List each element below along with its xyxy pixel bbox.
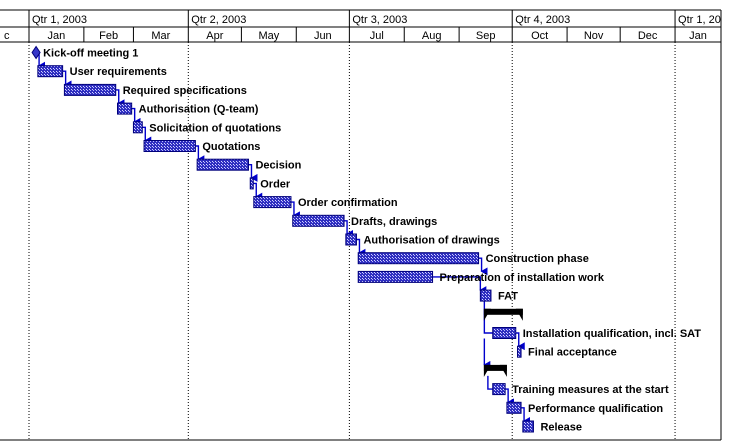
month-label: Feb xyxy=(99,30,118,42)
task-bar xyxy=(357,252,480,265)
dependency-link xyxy=(505,388,515,407)
month-label: Nov xyxy=(584,30,604,42)
task-bar xyxy=(143,140,196,152)
summary-cap-left xyxy=(483,308,491,321)
dependency-link xyxy=(521,407,531,425)
dependency-link xyxy=(195,145,205,164)
month-label: Aug xyxy=(422,30,442,42)
task-bar xyxy=(249,177,254,190)
quarter-label: Qtr 3, 2003 xyxy=(352,14,407,26)
month-label: Jul xyxy=(370,30,384,42)
task-bar xyxy=(357,270,434,283)
task-bar xyxy=(479,289,492,302)
summary-bar xyxy=(483,308,523,315)
quarter-label: Qtr 1, 20 xyxy=(678,14,721,26)
dependency-link xyxy=(344,220,354,238)
task-bar xyxy=(292,214,345,227)
month-label: c xyxy=(4,30,10,42)
task-bar xyxy=(196,158,249,171)
dependency-link xyxy=(487,375,493,390)
task-label: Construction phase xyxy=(486,253,589,265)
month-label: Jan xyxy=(689,30,707,42)
summary-cap-left xyxy=(483,364,491,377)
task-bar xyxy=(37,65,64,78)
dependency-link xyxy=(115,89,125,108)
task-label: Order confirmation xyxy=(298,197,398,209)
month-label: Sep xyxy=(476,30,496,42)
milestone-marker xyxy=(31,45,41,60)
summary-cap-right xyxy=(515,308,523,321)
dependency-link xyxy=(131,107,141,126)
task-label: Authorisation (Q-team) xyxy=(139,104,259,116)
task-label: Solicitation of quotations xyxy=(149,122,281,134)
task-bar xyxy=(63,83,117,96)
task-label: FAT xyxy=(498,291,518,303)
task-label: Release xyxy=(540,422,582,434)
task-label: Authorisation of drawings xyxy=(363,235,499,247)
dependency-link xyxy=(62,70,72,89)
task-bar xyxy=(345,233,357,246)
month-label: Jun xyxy=(314,30,332,42)
month-label: Mar xyxy=(151,30,170,42)
dependency-link xyxy=(248,164,258,182)
quarter-label: Qtr 2, 2003 xyxy=(191,14,246,26)
quarter-label: Qtr 4, 2003 xyxy=(515,14,570,26)
dependency-link xyxy=(290,201,300,220)
task-label: Order xyxy=(260,178,291,190)
summary-bar xyxy=(483,364,507,371)
dependency-link xyxy=(515,332,525,351)
task-label: Quotations xyxy=(202,141,260,153)
month-label: Dec xyxy=(638,30,658,42)
task-label: Required specifications xyxy=(123,85,247,97)
task-bar xyxy=(253,196,292,209)
task-label: Installation qualification, incl. SAT xyxy=(523,328,702,340)
task-bar xyxy=(506,401,522,414)
month-label: Jan xyxy=(48,30,66,42)
task-label: Preparation of installation work xyxy=(440,272,605,284)
task-bar xyxy=(492,327,517,339)
task-label: Performance qualification xyxy=(528,403,663,415)
month-label: May xyxy=(258,30,279,42)
task-bar xyxy=(492,383,506,396)
task-bar xyxy=(117,102,133,115)
task-label: User requirements xyxy=(70,66,167,78)
dependency-link xyxy=(253,182,263,201)
quarter-label: Qtr 1, 2003 xyxy=(32,14,87,26)
dependency-link xyxy=(432,276,487,295)
task-bar xyxy=(132,121,143,134)
task-label: Final acceptance xyxy=(528,347,617,359)
month-label: Apr xyxy=(206,30,223,42)
dependency-link xyxy=(478,257,488,276)
dependency-link xyxy=(356,238,366,257)
dependency-link xyxy=(142,126,152,145)
month-label: Oct xyxy=(531,30,548,42)
task-bar xyxy=(522,420,534,433)
task-label: Decision xyxy=(255,160,301,172)
summary-cap-right xyxy=(499,364,507,377)
task-label: Training measures at the start xyxy=(512,384,669,396)
task-label: Drafts, drawings xyxy=(351,216,437,228)
task-label: Kick-off meeting 1 xyxy=(43,48,138,60)
task-bar xyxy=(517,345,522,358)
